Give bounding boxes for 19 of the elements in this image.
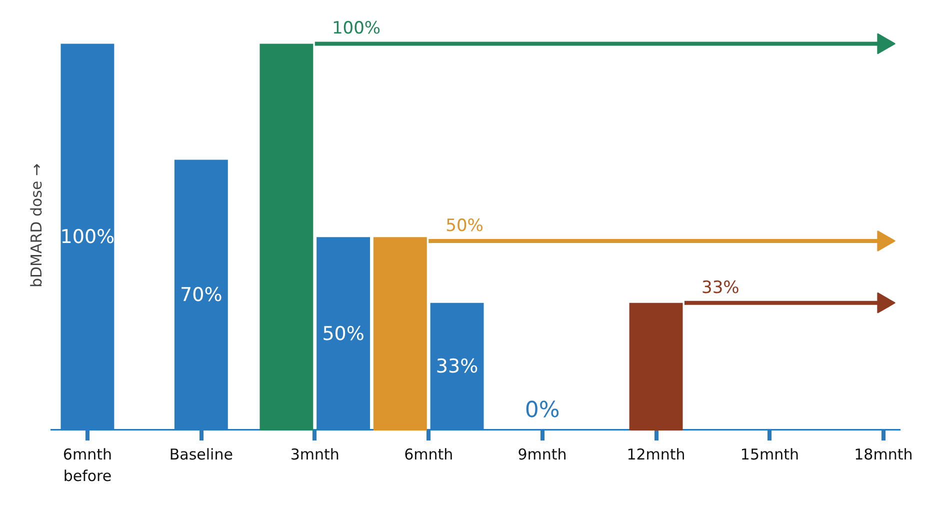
data-label: 70% bbox=[180, 284, 222, 306]
x-tick-label: 9mnth bbox=[518, 446, 567, 464]
bar bbox=[629, 302, 683, 430]
text: 100% bbox=[332, 18, 381, 39]
x-tick-label: 6mnth bbox=[404, 446, 454, 464]
data-label: 0% bbox=[524, 398, 560, 423]
data-label: 50% bbox=[322, 322, 364, 345]
y-axis-title: bDMARD dose → bbox=[28, 163, 46, 288]
bar bbox=[260, 44, 314, 430]
x-tick-label: 6mnth before bbox=[62, 446, 112, 486]
x-tick-label: 15mnth bbox=[740, 446, 800, 464]
annotation: 33% bbox=[702, 278, 740, 298]
data-label: 33% bbox=[436, 356, 478, 378]
data-label: 100% bbox=[60, 226, 115, 248]
x-tick-label: 12mnth bbox=[626, 446, 686, 464]
x-tick-label: 18mnth bbox=[854, 446, 913, 464]
annotation: 50% bbox=[446, 216, 484, 236]
x-tick-label: Baseline bbox=[169, 446, 233, 464]
x-tick-label: 3mnth bbox=[290, 446, 340, 464]
